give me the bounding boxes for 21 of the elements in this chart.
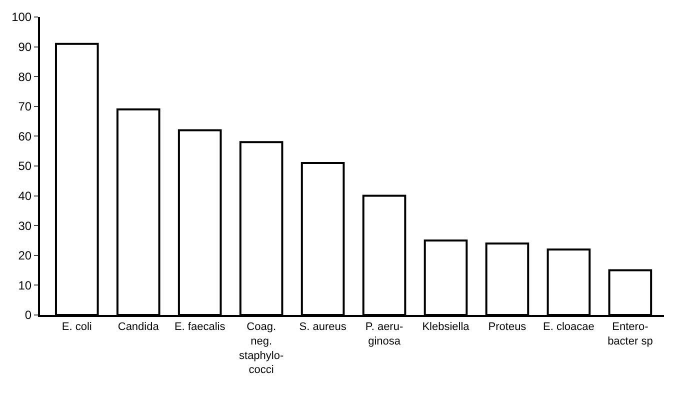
x-tick-label: E. faecalis xyxy=(174,321,226,334)
y-tick-label: 70 xyxy=(18,100,32,114)
x-tick-label: E. cloacae xyxy=(543,321,594,334)
y-tick-label: 50 xyxy=(18,159,32,174)
y-tick-label: 30 xyxy=(18,218,32,233)
y-tick-label: 20 xyxy=(18,248,32,263)
x-tick-label: P. aeru- ginosa xyxy=(365,321,404,348)
x-tick-label: Proteus xyxy=(488,321,527,334)
x-tick-label: E. coli xyxy=(62,321,92,334)
x-tick-label: S. aureus xyxy=(299,321,347,334)
x-tick-label: Candida xyxy=(118,321,160,334)
x-tick-label: Entero- bacter sp xyxy=(608,321,653,348)
y-tick-label: 0 xyxy=(24,308,32,322)
y-tick-label: 40 xyxy=(18,189,32,203)
y-tick-label: 10 xyxy=(18,278,32,292)
x-tick-label: Klebsiella xyxy=(422,321,470,334)
y-tick-label: 60 xyxy=(18,129,32,144)
y-tick-label: 100 xyxy=(12,10,32,24)
y-tick-label: 90 xyxy=(18,40,32,54)
x-tick-label: Coag. neg. staphylo- cocci xyxy=(239,321,284,376)
y-tick-label: 80 xyxy=(18,70,32,84)
